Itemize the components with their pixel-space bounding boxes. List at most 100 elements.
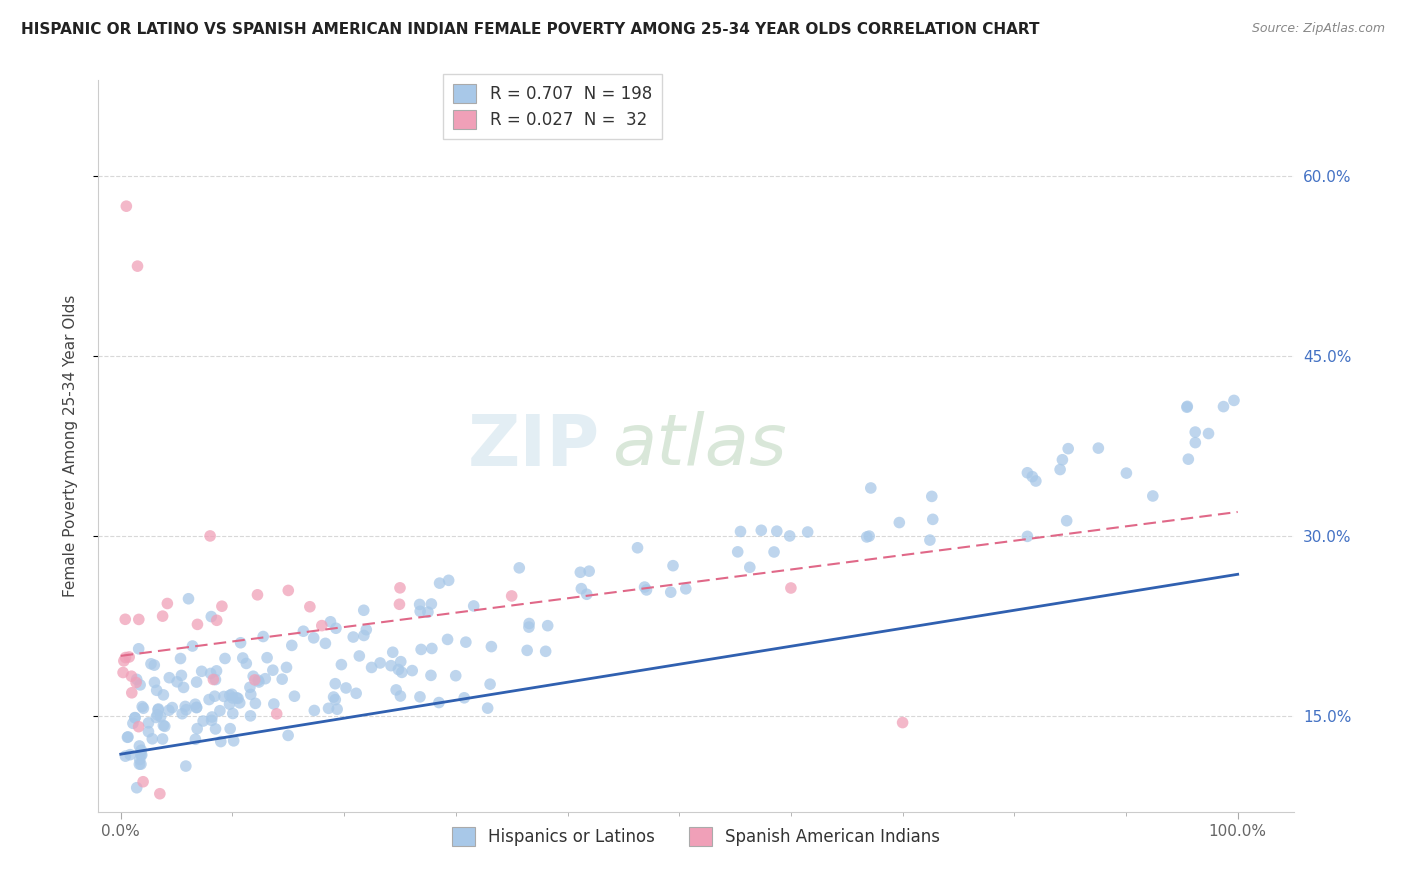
Point <box>254 672 277 686</box>
Point <box>730 524 752 539</box>
Point <box>858 529 880 543</box>
Point <box>326 702 349 716</box>
Point <box>184 732 207 747</box>
Point <box>226 691 249 706</box>
Point <box>174 759 197 773</box>
Point <box>229 636 252 650</box>
Point <box>146 703 169 717</box>
Point <box>186 722 208 736</box>
Text: Source: ZipAtlas.com: Source: ZipAtlas.com <box>1251 22 1385 36</box>
Point <box>146 707 169 722</box>
Point <box>1177 452 1199 467</box>
Point <box>889 516 911 530</box>
Point <box>436 632 458 647</box>
Point <box>239 709 262 723</box>
Point <box>387 663 409 677</box>
Point <box>1049 462 1071 476</box>
Legend: Hispanics or Latinos, Spanish American Indians: Hispanics or Latinos, Spanish American I… <box>443 819 949 855</box>
Point <box>112 665 135 680</box>
Point <box>727 545 749 559</box>
Point <box>212 690 235 704</box>
Point <box>454 635 477 649</box>
Point <box>186 700 208 714</box>
Point <box>1198 426 1220 441</box>
Point <box>124 710 146 724</box>
Point <box>416 605 439 619</box>
Point <box>368 656 391 670</box>
Point <box>204 673 226 687</box>
Point <box>314 636 336 650</box>
Point <box>427 696 450 710</box>
Point <box>129 757 152 772</box>
Point <box>205 664 228 678</box>
Text: HISPANIC OR LATINO VS SPANISH AMERICAN INDIAN FEMALE POVERTY AMONG 25-34 YEAR OL: HISPANIC OR LATINO VS SPANISH AMERICAN I… <box>21 22 1039 37</box>
Point <box>204 722 226 736</box>
Point <box>157 703 180 717</box>
Point <box>170 668 193 682</box>
Point <box>662 558 685 573</box>
Point <box>578 564 600 578</box>
Point <box>385 682 408 697</box>
Point <box>389 655 412 669</box>
Point <box>218 697 240 711</box>
Point <box>169 651 191 665</box>
Point <box>501 589 523 603</box>
Point <box>129 678 152 692</box>
Point <box>122 716 145 731</box>
Point <box>247 675 270 690</box>
Point <box>408 598 430 612</box>
Point <box>128 757 150 772</box>
Point <box>114 749 136 764</box>
Point <box>389 689 412 703</box>
Point <box>420 668 443 682</box>
Point <box>118 650 141 665</box>
Point <box>239 687 262 701</box>
Point <box>143 675 166 690</box>
Point <box>190 665 212 679</box>
Point <box>128 612 150 626</box>
Point <box>325 621 347 635</box>
Point <box>855 530 877 544</box>
Point <box>120 747 142 762</box>
Point <box>148 702 170 716</box>
Point <box>201 710 224 724</box>
Point <box>921 512 943 526</box>
Point <box>239 680 262 694</box>
Point <box>131 699 153 714</box>
Point <box>626 541 648 555</box>
Point <box>138 724 160 739</box>
Point <box>202 673 225 687</box>
Point <box>128 752 150 766</box>
Point <box>219 722 242 736</box>
Point <box>517 620 540 634</box>
Point <box>162 700 184 714</box>
Point <box>117 730 139 744</box>
Point <box>1184 425 1206 439</box>
Point <box>132 701 155 715</box>
Point <box>141 731 163 746</box>
Point <box>186 700 208 714</box>
Point <box>1017 529 1039 543</box>
Point <box>204 690 226 704</box>
Point <box>516 643 538 657</box>
Point <box>262 663 284 677</box>
Point <box>221 687 243 701</box>
Point <box>1056 514 1078 528</box>
Point <box>174 703 197 717</box>
Point <box>276 660 298 674</box>
Point <box>353 628 375 642</box>
Point <box>388 597 411 611</box>
Point <box>575 587 598 601</box>
Point <box>208 704 231 718</box>
Point <box>256 650 278 665</box>
Point <box>132 774 155 789</box>
Point <box>1021 469 1043 483</box>
Point <box>128 739 150 753</box>
Point <box>129 747 152 762</box>
Point <box>128 720 150 734</box>
Point <box>172 706 194 721</box>
Point <box>323 676 346 690</box>
Point <box>356 623 378 637</box>
Point <box>477 701 499 715</box>
Point <box>277 583 299 598</box>
